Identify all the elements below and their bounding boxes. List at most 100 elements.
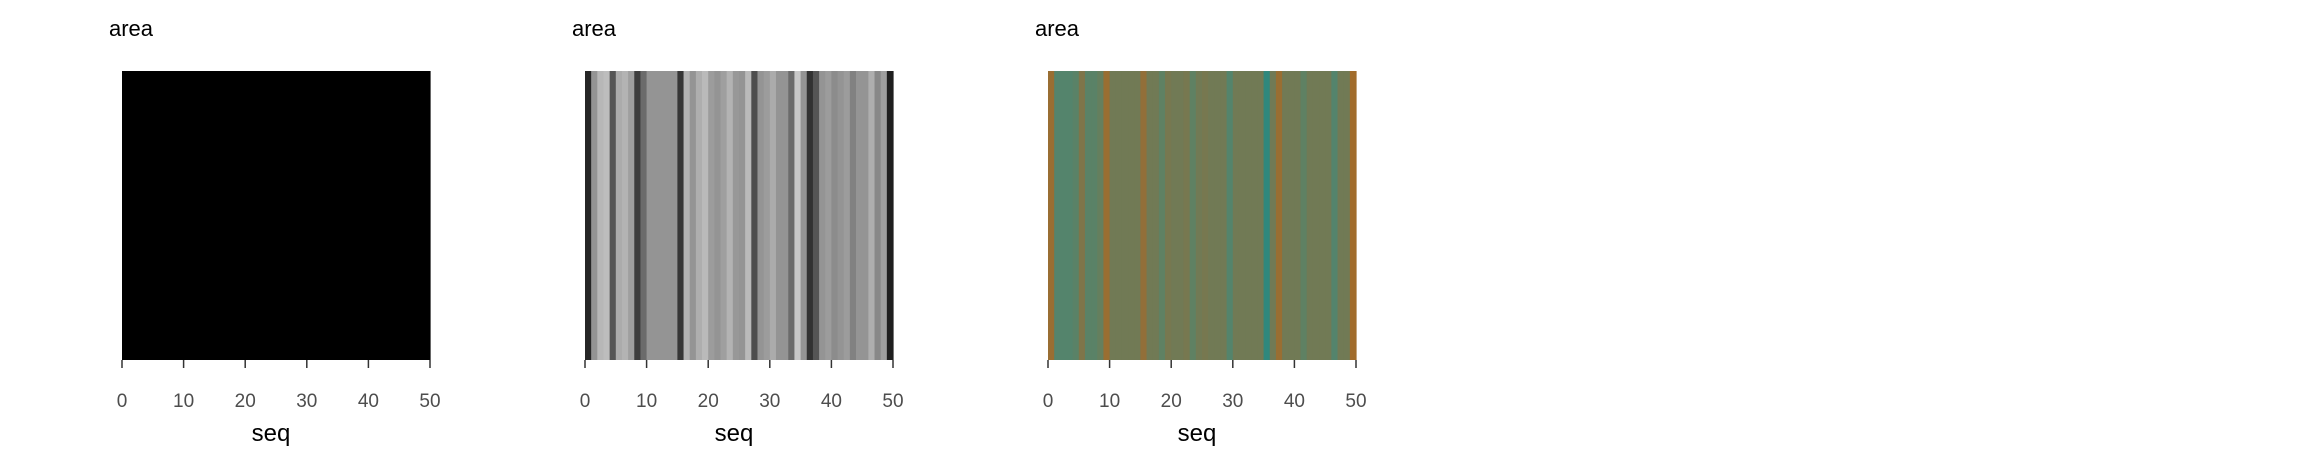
chart-title: area [1035,16,1080,41]
heatmap-stripe [405,71,413,360]
heatmap-stripe [769,71,777,360]
heatmap-stripe [856,71,863,360]
heatmap-stripe [739,71,746,360]
heatmap-stripe [122,71,129,360]
heatmap-stripe [202,71,209,360]
heatmap-stripe [380,71,388,360]
heatmap-stripe [1152,71,1160,360]
heatmap-stripe [152,71,160,360]
x-axis-title: seq [715,420,754,447]
x-tick-label: 50 [419,391,440,412]
chart-panel-1: area 0 10 20 30 40 50 seq [109,16,441,447]
heatmap-stripe [603,71,611,360]
heatmap-stripe [1140,71,1148,360]
heatmap-stripe [288,71,296,360]
heatmap-stripe [294,71,302,360]
heatmap-stripe [325,71,333,360]
heatmap-stripe [1103,71,1111,360]
heatmap-stripe [393,71,400,360]
heatmap-stripe [257,71,265,360]
heatmap-stripe [245,71,252,360]
heatmap-stripe [1048,71,1055,360]
heatmap-stripe [1238,71,1246,360]
heatmap-stripe [819,71,826,360]
x-tick-label: 50 [1345,391,1366,412]
heatmap-stripe [720,71,728,360]
x-tick-label: 10 [1099,391,1120,412]
heatmap-stripe [226,71,234,360]
heatmap-stripe [1115,71,1123,360]
heatmap-stripe [831,71,839,360]
heatmap-stripe [782,71,789,360]
heatmap-stripe [671,71,678,360]
x-tick-label: 20 [235,391,256,412]
chart-panel-2: area 0 10 20 30 40 50 seq [572,16,904,447]
heatmap-stripe [1177,71,1185,360]
heatmap-stripe [757,71,765,360]
heatmap-stripe [312,71,320,360]
heatmap-stripe [597,71,605,360]
heatmap-stripe [362,71,369,360]
x-tick-label: 10 [636,391,657,412]
x-tick-label: 40 [821,391,842,412]
heatmap-stripe [646,71,654,360]
heatmap-stripe [423,71,431,360]
heatmap-stripe [886,71,894,360]
heatmap-stripe [1288,71,1295,360]
heatmap-stripe [763,71,771,360]
heatmap-stripe [1084,71,1092,360]
heatmap-stripe [775,71,783,360]
heatmap-stripe [343,71,351,360]
x-tick-label: 0 [1043,391,1054,412]
x-tick-label: 20 [698,391,719,412]
heatmap-stripe [251,71,259,360]
heatmap-stripe [386,71,394,360]
heatmap-stripe [695,71,703,360]
heatmap-stripe [208,71,215,360]
heatmap-stripe [665,71,672,360]
heatmap-stripe [634,71,642,360]
x-tick-label: 40 [358,391,379,412]
heatmap-stripe [1158,71,1166,360]
x-tick-label: 0 [117,391,128,412]
heatmap-stripe [621,71,629,360]
heatmap-stripe [183,71,191,360]
heatmap-stripe [615,71,623,360]
heatmap-stripe [726,71,734,360]
heatmap-stripe [1312,71,1320,360]
heatmap-stripe [1214,71,1222,360]
heatmap-stripe [683,71,691,360]
heatmap-stripe [1109,71,1117,360]
heatmap-stripe [1134,71,1141,360]
heatmap-stripe [1232,71,1240,360]
heatmap-stripe [1325,71,1332,360]
x-tick-label: 30 [1222,391,1243,412]
heatmap-stripe [1171,71,1178,360]
heatmap-stripe [1269,71,1277,360]
heatmap-stripe [349,71,357,360]
heatmap-stripe [1251,71,1259,360]
heatmap-stripe [128,71,135,360]
heatmap-stripe [411,71,419,360]
heatmap-stripe [1165,71,1172,360]
heatmap-stripe [140,71,148,360]
heatmap-stripe [356,71,363,360]
x-tick-label: 0 [580,391,591,412]
heatmap-stripe [1195,71,1203,360]
heatmap-stripe [837,71,845,360]
heatmap-stripe [417,71,425,360]
heatmap-stripe [751,71,759,360]
heatmap-stripe [306,71,314,360]
heatmap-stripe [609,71,617,360]
heatmap-stripe [337,71,345,360]
heatmap-stripe [399,71,406,360]
heatmap-stripe [732,71,740,360]
heatmap-stripe [868,71,876,360]
heatmap-stripe [171,71,179,360]
x-tick-label: 50 [882,391,903,412]
heatmap-stripe [585,71,592,360]
heatmap-stripe [708,71,715,360]
heatmap-stripe [677,71,685,360]
heatmap-stripe [1066,71,1074,360]
